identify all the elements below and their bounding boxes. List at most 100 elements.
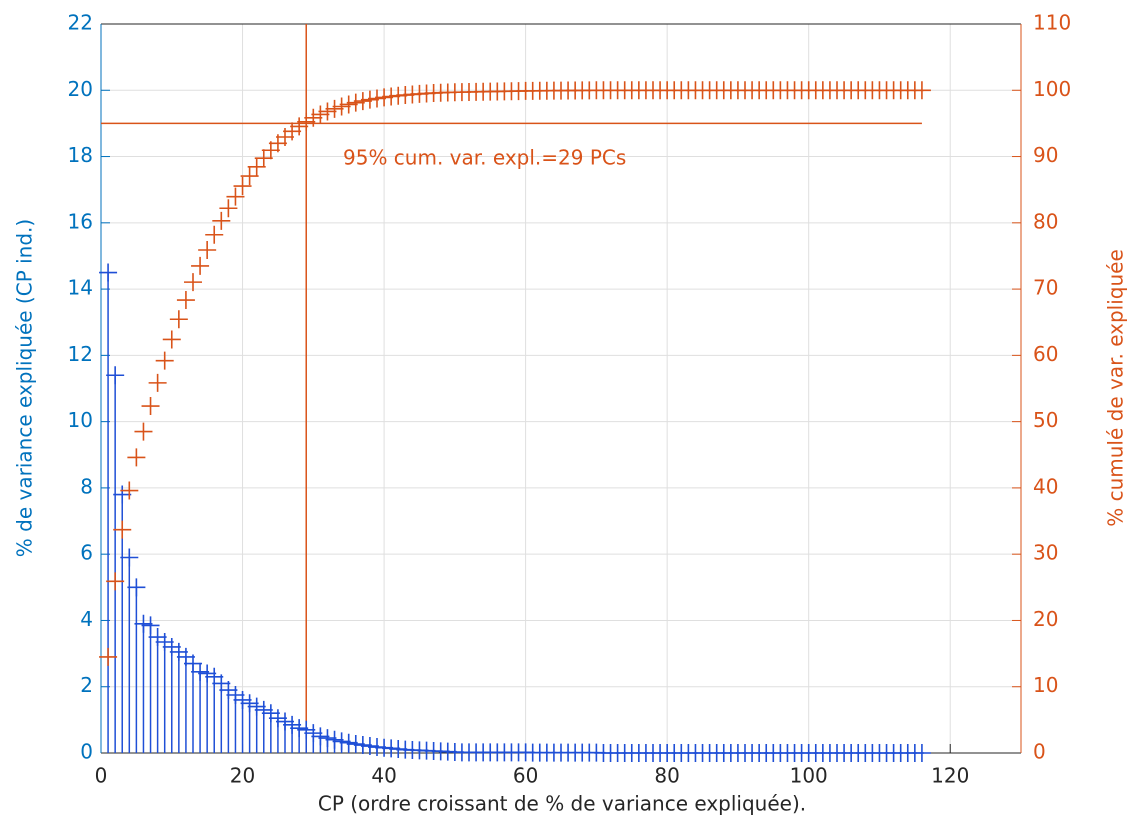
y2-axis-label: % cumulé de var. expliquée [1104,249,1128,527]
marker [360,90,379,109]
marker [311,105,330,124]
marker [169,642,188,661]
marker [226,187,245,206]
marker [106,572,125,591]
marker [283,122,302,141]
marker [169,310,188,329]
y2-tick-label: 80 [1033,209,1058,233]
marker [184,654,202,673]
marker [113,485,132,504]
marker [155,351,174,370]
y2-tick-label: 40 [1033,474,1058,498]
marker [304,724,323,743]
y-tick-label: 14 [68,276,93,300]
marker [113,520,132,539]
y2-tick-label: 100 [1033,77,1071,101]
marker [311,727,330,746]
marker [339,733,358,752]
marker [127,448,146,467]
marker [99,263,118,282]
y2-tick-label: 10 [1033,673,1058,697]
y2-tick-label: 20 [1033,607,1058,631]
marker [375,88,394,107]
y-tick-label: 6 [80,541,93,565]
marker [212,211,231,230]
y2-tick-label: 30 [1033,541,1058,565]
marker [141,397,160,416]
marker [240,167,259,186]
marker [276,712,294,731]
y2-tick-label: 50 [1033,408,1058,432]
marker [162,330,181,349]
marker [148,373,167,392]
y-tick-label: 18 [68,143,93,167]
marker [120,481,139,500]
marker [290,719,309,738]
annotation: 95% cum. var. expl.=29 PCs [343,146,626,170]
x-tick-label: 60 [513,764,538,788]
marker [290,117,309,136]
marker [162,637,181,656]
y2-tick-label: 60 [1033,342,1058,366]
marker [297,720,316,739]
marker [325,730,344,749]
marker [368,89,386,108]
y2-tick-label: 90 [1033,143,1058,167]
marker [240,694,259,713]
marker [268,709,287,728]
marker [127,578,146,597]
y-tick-label: 2 [80,673,93,697]
marker [346,93,365,112]
marker [283,715,302,734]
marker [120,548,139,567]
marker [318,729,337,748]
y-tick-label: 20 [68,77,93,101]
marker [325,99,344,118]
y-tick-label: 8 [80,474,93,498]
marker [247,157,266,176]
y2-tick-label: 0 [1033,740,1046,764]
y2-tick-label: 70 [1033,276,1058,300]
y-tick-label: 10 [68,408,93,432]
x-tick-label: 0 [95,764,108,788]
marker [332,97,351,116]
marker [261,141,280,160]
marker [191,256,210,275]
y-tick-label: 0 [80,740,93,764]
x-tick-label: 40 [371,764,396,788]
marker [141,616,160,635]
x-tick-label: 80 [654,764,679,788]
marker [219,681,238,700]
marker [176,291,195,310]
marker [134,614,153,633]
marker [254,700,273,719]
marker [226,686,245,705]
marker [198,240,217,259]
marker [233,177,252,196]
marker [912,744,931,762]
marker [134,422,153,441]
y-tick-label: 22 [68,11,93,35]
y-tick-label: 4 [80,607,93,631]
marker [191,662,210,681]
marker [346,735,365,754]
x-axis-label: CP (ordre croissant de % de variance exp… [318,792,806,816]
x-tick-label: 100 [790,764,828,788]
marker [219,199,238,218]
marker [297,112,316,131]
marker [912,81,931,100]
y-tick-label: 16 [68,209,93,233]
marker [304,108,323,127]
marker [148,628,167,647]
x-tick-label: 120 [931,764,969,788]
marker [99,647,118,666]
marker [155,632,174,651]
marker [332,732,351,751]
marker [247,697,266,716]
marker [254,149,273,168]
marker [318,102,337,121]
y2-tick-label: 110 [1033,11,1071,35]
marker [233,690,252,709]
marker [106,366,125,385]
x-tick-label: 20 [230,764,255,788]
